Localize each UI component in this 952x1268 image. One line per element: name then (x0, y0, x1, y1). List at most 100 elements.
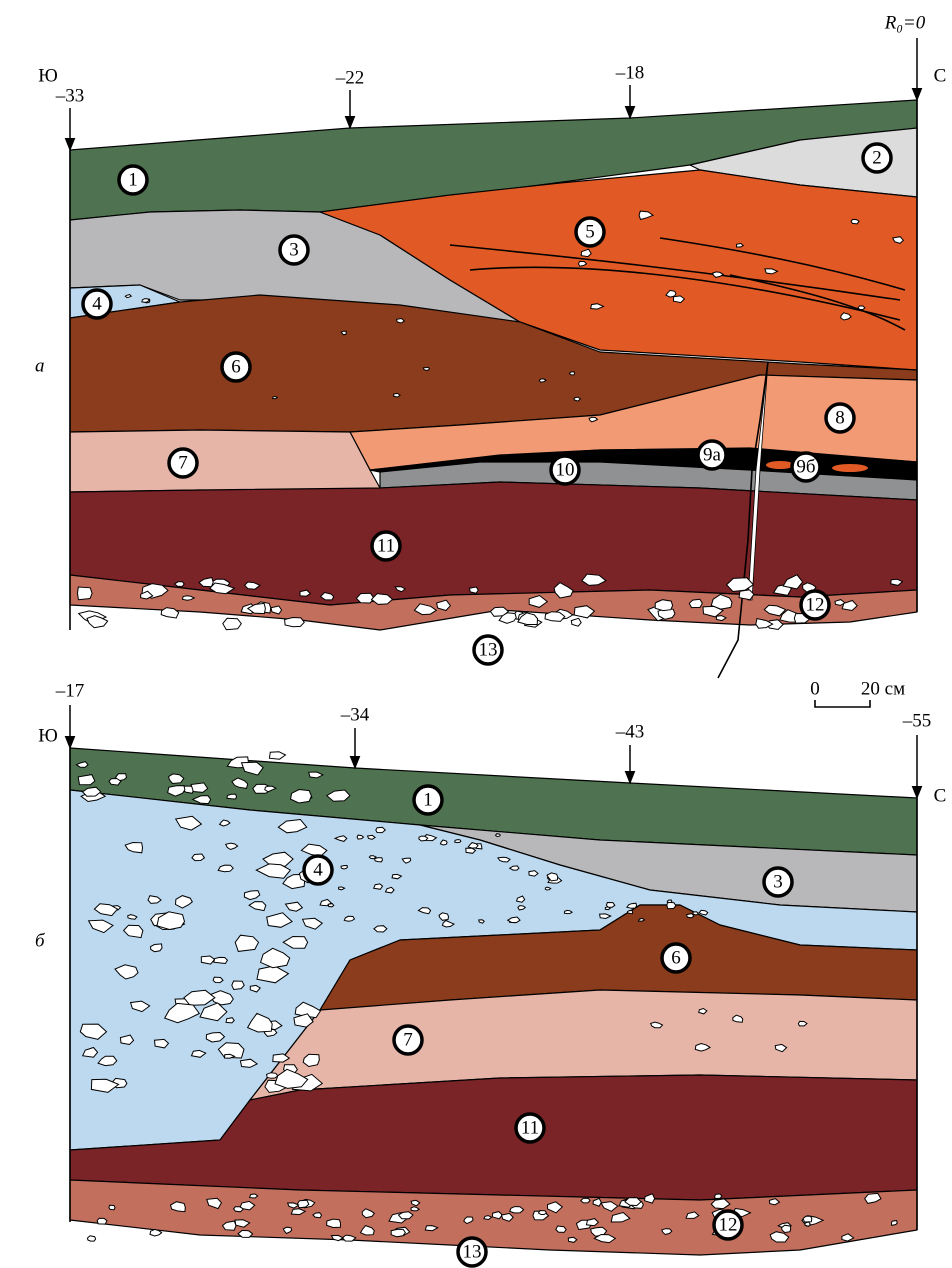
layer-number: 13 (479, 639, 498, 660)
panel-letter: а (35, 355, 45, 376)
stone (191, 783, 208, 793)
stone (805, 1222, 810, 1227)
stone (782, 1225, 791, 1232)
stone (419, 836, 428, 841)
stone (97, 1218, 107, 1224)
layer-number: 13 (463, 1241, 482, 1262)
stone (109, 779, 121, 786)
stone (394, 393, 400, 397)
layer-number: 11 (521, 1117, 539, 1138)
stone (375, 858, 383, 862)
stone (715, 1194, 722, 1199)
stone (269, 752, 285, 760)
layer-number: 5 (585, 221, 595, 242)
panel-letter: б (35, 930, 46, 951)
lens-9b (832, 464, 868, 472)
stone (374, 884, 383, 889)
stone (356, 593, 374, 603)
stone (273, 397, 278, 399)
direction: Ю (38, 725, 58, 746)
layer-number: 4 (313, 859, 323, 880)
stone (213, 977, 223, 983)
scale-bar (815, 700, 870, 707)
stone (858, 306, 865, 310)
depth-marker: –55 (902, 710, 932, 731)
stone (376, 827, 386, 832)
stone (564, 910, 572, 913)
direction: С (934, 785, 947, 806)
stone (151, 944, 162, 952)
stone (655, 600, 672, 611)
datum-label: R₀=0 (884, 12, 926, 33)
stone (496, 834, 501, 837)
layer-number: 6 (671, 947, 681, 968)
panel-b (70, 748, 917, 1255)
layer-number: 6 (231, 356, 241, 377)
layer-number: 12 (719, 1214, 738, 1235)
stone (571, 618, 581, 626)
stone (223, 618, 242, 629)
section-figure: Ю С R₀=0 –33 –22 –18 а 123456789а9б10111… (0, 0, 952, 1268)
stone (851, 219, 859, 224)
stone (424, 367, 430, 370)
stone (539, 1211, 547, 1215)
layer-number: 7 (403, 1029, 413, 1050)
stone (192, 854, 205, 861)
stone (78, 775, 95, 785)
depth-marker: –34 (340, 704, 370, 725)
stone (606, 903, 614, 908)
depth-marker: –33 (55, 85, 85, 106)
stone (391, 1229, 405, 1236)
stone (628, 911, 633, 914)
stone (285, 618, 305, 627)
layer-number: 9а (703, 444, 722, 465)
stone (88, 1236, 96, 1241)
depth-marker: –43 (615, 721, 645, 742)
lens-9b (766, 461, 794, 469)
layer-number: 3 (289, 239, 299, 260)
stone (341, 866, 347, 870)
scale-start: 0 (810, 678, 820, 699)
stone (510, 1207, 524, 1213)
layer-7 (70, 430, 380, 492)
depth-marker: –17 (55, 680, 85, 701)
stone (327, 1219, 341, 1227)
stone (109, 1205, 115, 1209)
scale-end: 20 см (861, 678, 905, 699)
direction: Ю (38, 65, 58, 86)
layer-number: 8 (835, 407, 845, 428)
stone (687, 914, 694, 918)
stone (267, 1073, 278, 1079)
stone (455, 840, 461, 843)
stone (569, 372, 574, 375)
stone (469, 587, 478, 593)
layer-number: 9б (796, 456, 815, 477)
layer-number: 4 (92, 293, 102, 314)
stone (227, 794, 237, 799)
stone (78, 587, 93, 600)
direction: С (934, 65, 947, 86)
stone (142, 299, 149, 303)
stone (798, 1021, 807, 1026)
depth-marker: –22 (335, 67, 365, 88)
stone (479, 920, 485, 923)
layer-number: 1 (128, 169, 138, 190)
layer-number: 10 (556, 459, 575, 480)
layer-number: 1 (423, 789, 433, 810)
layer-number: 11 (377, 535, 395, 556)
stone (693, 912, 698, 915)
layer-number: 7 (178, 452, 188, 473)
stone (581, 1198, 590, 1203)
panel-a (70, 100, 917, 678)
depth-marker: –18 (615, 62, 645, 83)
stone (466, 848, 476, 853)
stone (639, 918, 645, 921)
stone (667, 902, 676, 908)
stone (250, 1194, 258, 1198)
stone (667, 900, 672, 903)
stone (214, 957, 228, 963)
stone (328, 904, 334, 907)
stone (803, 1216, 812, 1222)
layer-number: 3 (773, 871, 783, 892)
layer-number: 12 (806, 594, 825, 615)
